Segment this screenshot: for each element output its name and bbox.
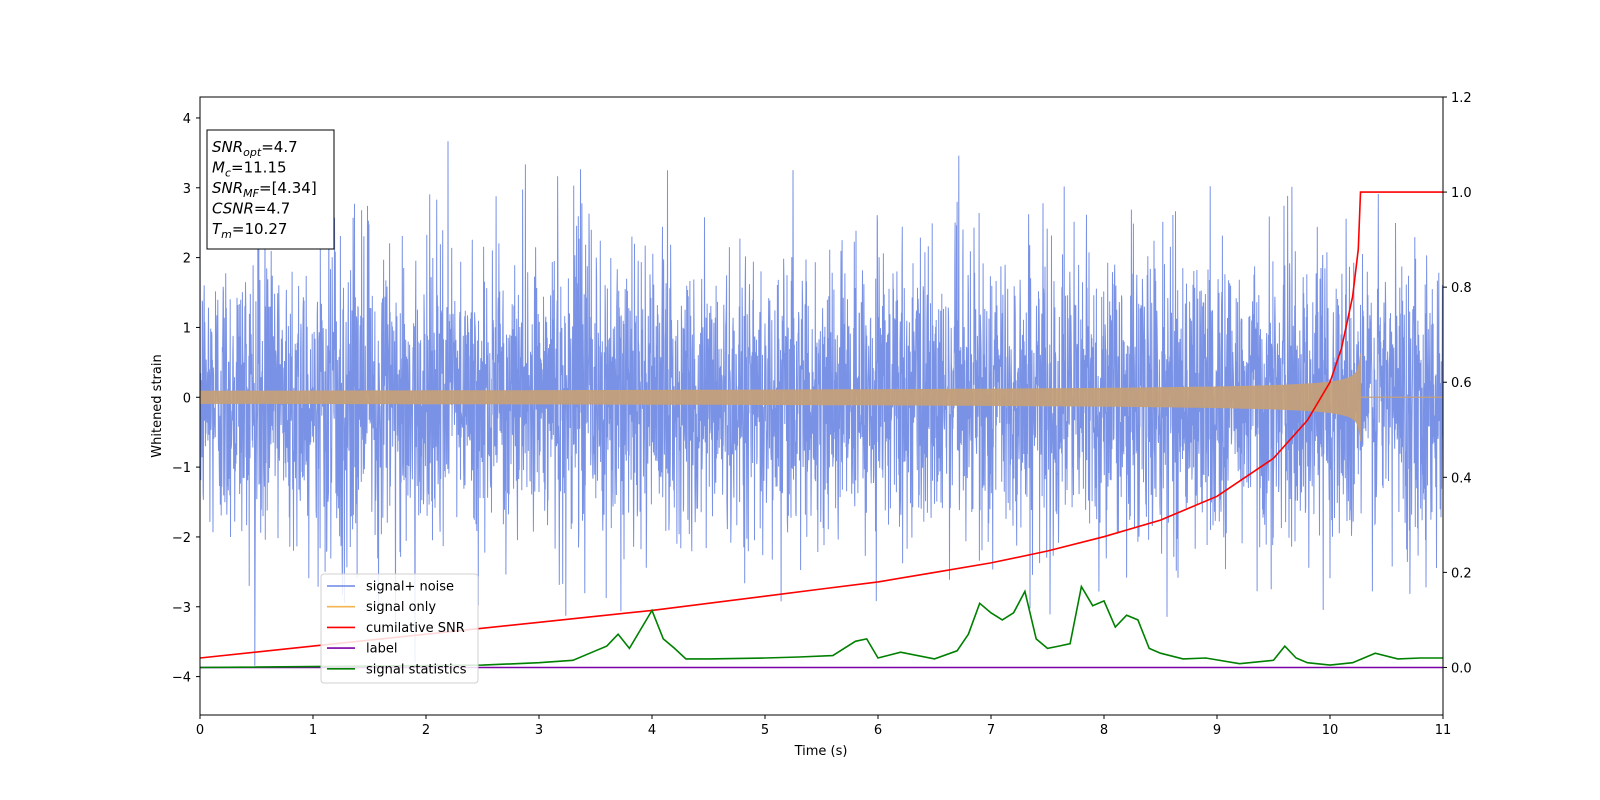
y-tick-label: −2 <box>172 531 191 546</box>
y-tick-label: 4 <box>183 112 191 127</box>
legend-frame <box>320 573 479 684</box>
signal-only-series <box>199 353 1443 442</box>
y2-tick-label: 0.8 <box>1451 281 1472 296</box>
legend-label: signal only <box>366 600 436 615</box>
x-tick-label: 7 <box>987 723 995 738</box>
y-tick-label: 2 <box>183 252 191 267</box>
y2-tick-label: 0.4 <box>1451 471 1472 486</box>
x-tick-label: 8 <box>1100 723 1108 738</box>
y2-tick-label: 0.2 <box>1451 566 1472 581</box>
legend-label: label <box>366 642 397 657</box>
info-line: CSNR=4.7 <box>212 200 290 218</box>
y-tick-label: 1 <box>183 321 191 336</box>
y2-tick-label: 1.0 <box>1451 186 1472 201</box>
y2-tick-label: 1.2 <box>1451 91 1472 106</box>
info-line: SNRopt=4.7 <box>212 138 298 159</box>
y2-tick-label: 0.6 <box>1451 376 1472 391</box>
legend-label: signal+ noise <box>366 580 454 595</box>
x-axis-label: Time (s) <box>794 744 848 759</box>
x-tick-label: 9 <box>1213 723 1221 738</box>
y2-axis: 0.0 0.2 0.4 0.6 0.8 1.0 1.2 <box>1443 91 1472 676</box>
legend-label: signal statistics <box>366 662 467 677</box>
y-axis-label: Whitened strain <box>150 354 165 457</box>
info-box-frame <box>206 129 335 250</box>
signal-statistics-line <box>199 584 1443 669</box>
y-tick-label: −1 <box>172 461 191 476</box>
x-tick-label: 1 <box>309 723 317 738</box>
legend: signal+ noise signal only cumilative SNR la… <box>320 573 479 684</box>
x-tick-label: 2 <box>422 723 430 738</box>
y-tick-label: −3 <box>172 601 191 616</box>
x-tick-label: 0 <box>196 723 204 738</box>
signal-only-band <box>199 353 1361 442</box>
cumilative-snr-line <box>199 191 1443 659</box>
y-axis: −4 −3 −2 −1 0 1 2 3 4 <box>172 112 200 686</box>
x-tick-label: 5 <box>761 723 769 738</box>
info-line: Mc=11.15 <box>212 159 287 180</box>
y-tick-label: −4 <box>172 671 191 686</box>
legend-label: cumilative SNR <box>366 621 465 636</box>
info-line: Tm=10.27 <box>212 220 287 241</box>
y2-tick-label: 0.0 <box>1451 661 1472 676</box>
x-tick-label: 10 <box>1322 723 1339 738</box>
info-line: SNRMF=[4.34] <box>212 179 317 200</box>
x-tick-label: 4 <box>648 723 656 738</box>
x-axis: 0 1 2 3 4 5 6 7 8 9 10 11 <box>196 715 1451 738</box>
plot-frame <box>199 96 1444 716</box>
x-tick-label: 11 <box>1435 723 1452 738</box>
y-tick-label: 0 <box>183 391 191 406</box>
y-tick-label: 3 <box>183 182 191 197</box>
x-tick-label: 3 <box>535 723 543 738</box>
x-tick-label: 6 <box>874 723 882 738</box>
